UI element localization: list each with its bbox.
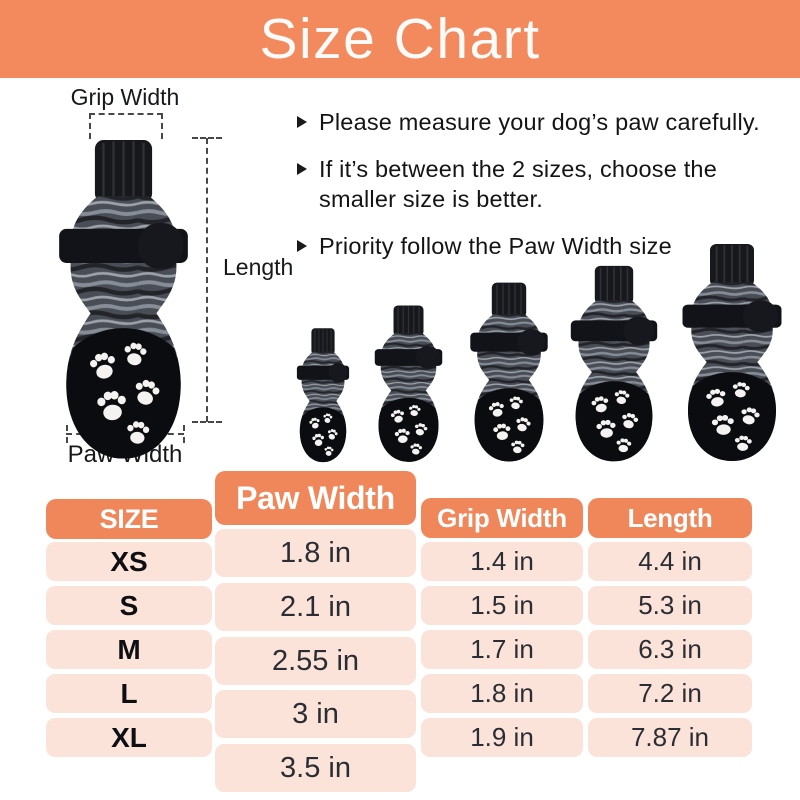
size-column-header: SIZE (46, 499, 212, 539)
bullet-triangle-icon (297, 116, 307, 128)
grip-width-measure-bracket (89, 113, 163, 139)
length-measure-line (206, 138, 208, 422)
paw-width-cell: 2.1 in (215, 583, 416, 631)
paw-width-cell: 2.55 in (215, 637, 416, 685)
title-banner: Size Chart (0, 0, 800, 78)
grip-width-cell: 1.4 in (421, 542, 583, 581)
grip-width-cell: 1.7 in (421, 630, 583, 669)
size-cell: L (46, 674, 212, 713)
size-cell: XL (46, 718, 212, 757)
bullet-triangle-icon (297, 162, 307, 175)
dog-sock-icon-xl (677, 242, 787, 464)
length-cell: 5.3 in (588, 586, 752, 625)
length-cell: 7.87 in (588, 718, 752, 757)
dog-sock-illustration-main (52, 137, 195, 463)
note-item: If it’s between the 2 sizes, choose the … (297, 155, 792, 215)
grip-width-label: Grip Width (70, 84, 180, 110)
grip-width-cell: 1.5 in (421, 586, 583, 625)
length-measure-tick-top (192, 137, 222, 139)
bullet-triangle-icon (297, 239, 307, 252)
paw-width-measure-tick-right (183, 425, 185, 443)
note-text: Please measure your dog’s paw carefully. (319, 109, 760, 135)
note-item: Please measure your dog’s paw carefully. (297, 108, 792, 138)
dog-sock-icon-m (466, 281, 552, 464)
paw-width-cell: 3 in (215, 690, 416, 738)
paw-width-measure-tick-left (66, 425, 68, 443)
length-measure-tick-bottom (192, 421, 222, 423)
paw-width-cell: 3.5 in (215, 744, 416, 792)
note-text: Priority follow the Paw Width size (319, 232, 672, 259)
paw-width-cell: 1.8 in (215, 529, 416, 577)
note-item: Priority follow the Paw Width size (297, 232, 792, 262)
dog-sock-icon-l (566, 264, 662, 464)
grip-width-cell: 1.9 in (421, 718, 583, 757)
length-label: Length (223, 254, 294, 280)
dog-sock-icon-xs (294, 327, 352, 464)
size-cell: S (46, 586, 212, 625)
length-column-header: Length (588, 498, 752, 538)
page-title: Size Chart (259, 7, 541, 71)
length-cell: 4.4 in (588, 542, 752, 581)
size-cell: M (46, 630, 212, 669)
grip-width-cell: 1.8 in (421, 674, 583, 713)
length-cell: 7.2 in (588, 674, 752, 713)
dog-sock-icon-s (371, 304, 446, 464)
notes-list: Please measure your dog’s paw carefully.… (297, 108, 792, 278)
size-cell: XS (46, 542, 212, 581)
paw-width-column-header: Paw Width (215, 471, 416, 525)
note-text: If it’s between the 2 sizes, choose the … (319, 155, 717, 212)
length-cell: 6.3 in (588, 630, 752, 669)
grip-width-column-header: Grip Width (421, 498, 583, 538)
